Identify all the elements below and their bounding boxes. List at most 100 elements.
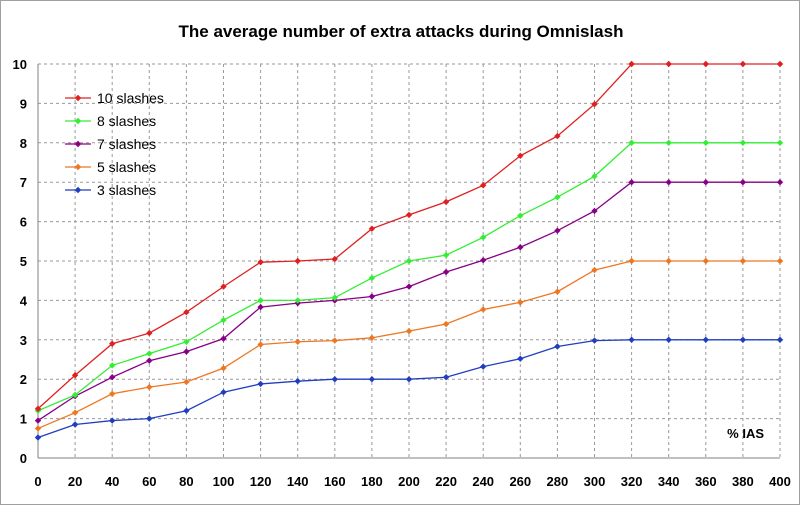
data-point bbox=[294, 257, 301, 265]
data-point bbox=[702, 179, 709, 186]
data-point bbox=[294, 297, 301, 304]
data-point bbox=[554, 288, 561, 295]
data-point bbox=[628, 60, 635, 68]
data-point bbox=[146, 350, 153, 357]
data-point bbox=[71, 421, 79, 428]
x-tick-label: 240 bbox=[472, 474, 494, 489]
data-point bbox=[183, 338, 190, 345]
legend-label: 10 slashes bbox=[97, 90, 164, 106]
legend-label: 7 slashes bbox=[97, 136, 156, 152]
data-point bbox=[294, 377, 301, 385]
data-point bbox=[442, 198, 450, 206]
x-tick-label: 300 bbox=[584, 474, 606, 489]
data-point bbox=[220, 316, 227, 324]
x-tick-label: 360 bbox=[695, 474, 717, 489]
data-point bbox=[257, 341, 264, 348]
data-point bbox=[665, 257, 672, 265]
data-point bbox=[109, 362, 116, 369]
legend-marker bbox=[74, 117, 82, 125]
x-tick-label: 80 bbox=[179, 474, 193, 489]
series-5-slashes bbox=[34, 257, 784, 432]
data-point bbox=[665, 60, 672, 68]
data-point bbox=[220, 389, 227, 396]
data-point bbox=[442, 320, 450, 328]
data-point bbox=[480, 234, 487, 241]
data-point bbox=[331, 337, 338, 344]
data-point bbox=[331, 255, 338, 263]
legend-label: 5 slashes bbox=[97, 159, 156, 175]
data-point bbox=[257, 303, 264, 311]
data-point bbox=[183, 309, 190, 316]
x-tick-label: 0 bbox=[34, 474, 41, 489]
data-point bbox=[183, 407, 190, 414]
legend-item: 8 slashes bbox=[65, 113, 156, 129]
data-point bbox=[554, 132, 561, 140]
data-point bbox=[34, 405, 42, 412]
data-point bbox=[776, 179, 784, 186]
data-point bbox=[183, 348, 190, 355]
y-tick-label: 8 bbox=[20, 136, 27, 151]
y-tick-label: 1 bbox=[20, 412, 27, 427]
x-tick-label: 40 bbox=[105, 474, 119, 489]
data-point bbox=[71, 391, 79, 399]
legend-marker bbox=[74, 163, 82, 171]
legend-item: 3 slashes bbox=[65, 182, 156, 198]
data-point bbox=[665, 139, 672, 146]
data-point bbox=[405, 283, 413, 290]
data-point bbox=[702, 60, 709, 68]
legend-marker bbox=[74, 186, 82, 194]
chart-title: The average number of extra attacks duri… bbox=[179, 22, 624, 41]
data-point bbox=[146, 415, 153, 422]
data-point bbox=[220, 335, 227, 342]
data-point bbox=[34, 434, 42, 441]
data-point bbox=[220, 283, 227, 290]
data-point bbox=[331, 376, 338, 383]
data-point bbox=[739, 336, 747, 343]
data-point bbox=[591, 173, 598, 180]
x-tick-label: 380 bbox=[732, 474, 754, 489]
data-point bbox=[405, 376, 413, 383]
data-point bbox=[480, 182, 487, 189]
legend-item: 7 slashes bbox=[65, 136, 156, 152]
data-point bbox=[665, 179, 672, 186]
data-point bbox=[442, 268, 450, 276]
data-point bbox=[702, 336, 709, 343]
data-point bbox=[776, 336, 784, 343]
data-point bbox=[517, 355, 524, 362]
data-point bbox=[702, 139, 709, 146]
data-point bbox=[517, 152, 524, 160]
data-point bbox=[331, 294, 338, 301]
legend-marker bbox=[74, 94, 82, 102]
data-point bbox=[628, 336, 635, 343]
data-point bbox=[776, 139, 784, 146]
data-point bbox=[109, 374, 116, 381]
data-point bbox=[442, 251, 450, 259]
legend-marker bbox=[74, 140, 82, 148]
data-point bbox=[628, 179, 635, 186]
x-tick-label: 340 bbox=[658, 474, 680, 489]
series-8-slashes bbox=[34, 139, 784, 414]
data-point bbox=[368, 376, 376, 383]
data-point bbox=[480, 363, 487, 370]
data-point bbox=[220, 364, 227, 372]
x-tick-label: 260 bbox=[509, 474, 531, 489]
x-tick-label: 200 bbox=[398, 474, 420, 489]
x-tick-label: 100 bbox=[213, 474, 235, 489]
x-tick-label: 20 bbox=[68, 474, 82, 489]
data-point bbox=[109, 390, 116, 397]
data-point bbox=[442, 374, 450, 381]
x-tick-label: 180 bbox=[361, 474, 383, 489]
data-point bbox=[405, 211, 413, 219]
data-point bbox=[405, 327, 413, 335]
data-point bbox=[257, 258, 264, 266]
data-point bbox=[554, 343, 561, 350]
data-point bbox=[591, 266, 598, 274]
legend-label: 8 slashes bbox=[97, 113, 156, 129]
y-tick-label: 10 bbox=[13, 57, 27, 72]
data-point bbox=[739, 60, 747, 68]
data-point bbox=[109, 417, 116, 424]
y-tick-label: 5 bbox=[20, 254, 27, 269]
data-point bbox=[257, 297, 264, 304]
data-point bbox=[665, 336, 672, 343]
